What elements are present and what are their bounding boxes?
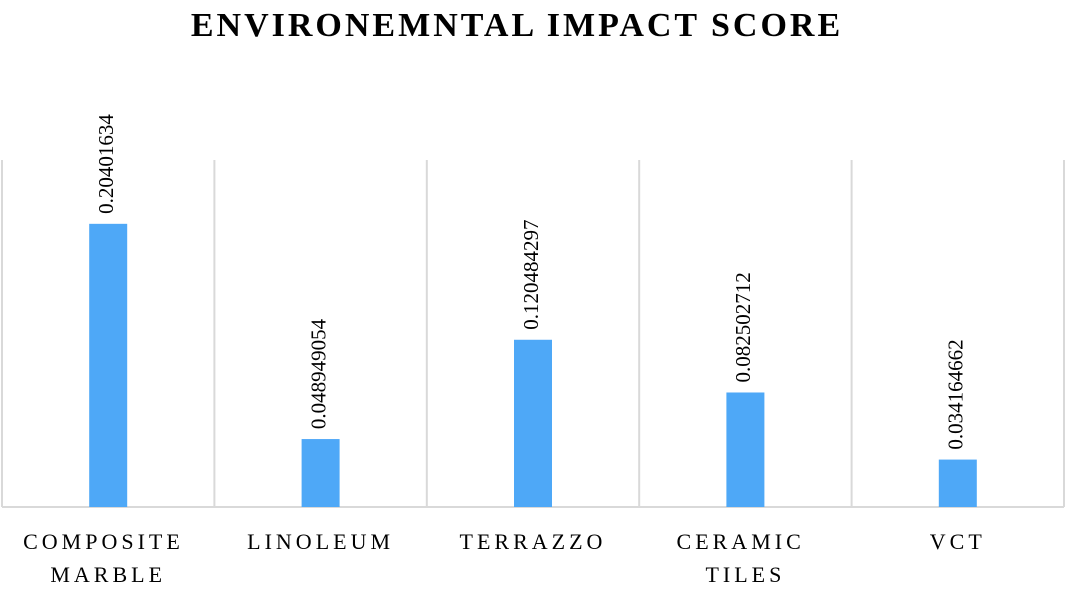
x-tick-label: LINOLEUM xyxy=(247,529,394,554)
x-tick-label: COMPOSITE MARBLE xyxy=(23,529,193,587)
data-label: 0.120484297 xyxy=(519,220,543,330)
chart-title: ENVIRONEMNTAL IMPACT SCORE xyxy=(191,7,843,44)
data-label: 0.048949054 xyxy=(306,318,330,429)
x-tick-label: VCT xyxy=(930,529,986,554)
data-label: 0.082502712 xyxy=(731,272,755,382)
bar xyxy=(89,223,128,507)
bar xyxy=(301,439,340,507)
x-tick-label: TERRAZZO xyxy=(460,529,607,554)
data-label: 0.034164662 xyxy=(944,339,968,449)
bar xyxy=(938,459,977,507)
bar xyxy=(514,339,552,507)
bar xyxy=(726,392,765,507)
data-label: 0.20401634 xyxy=(94,114,118,214)
x-tick-label: CERAMIC TILES xyxy=(677,529,815,587)
